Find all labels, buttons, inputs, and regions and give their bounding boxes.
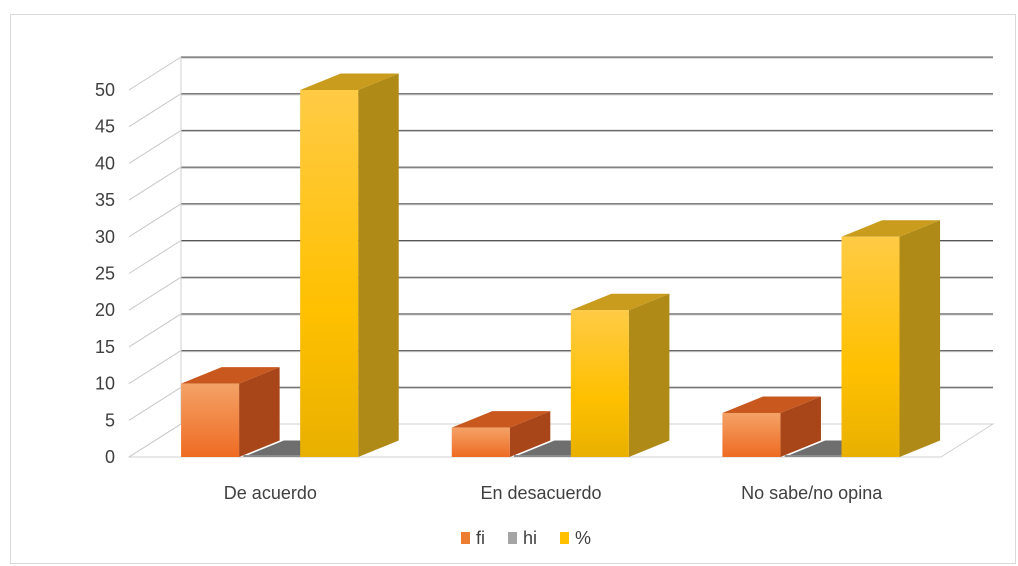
bar-top-%-2 bbox=[841, 220, 941, 237]
x-category-label: De acuerdo bbox=[224, 483, 317, 503]
bar-%-0 bbox=[300, 90, 359, 457]
legend-swatch-0 bbox=[461, 532, 470, 544]
chart-frame: 0 5 10 15 20 25 30 35 40 45 50 De acuerdo En desacu… bbox=[10, 14, 1016, 564]
bar-top-%-0 bbox=[300, 73, 399, 90]
bar-fi-1 bbox=[451, 427, 510, 457]
bar-fi-2 bbox=[722, 412, 781, 457]
y-tick-label: 45 bbox=[95, 117, 115, 137]
bars bbox=[181, 73, 941, 457]
y-tick-label: 0 bbox=[105, 447, 115, 467]
legend-label: hi bbox=[523, 528, 537, 548]
bar-front-hi-2 bbox=[784, 455, 843, 457]
bar-top-fi-2 bbox=[722, 396, 821, 413]
bar-%-1 bbox=[570, 310, 629, 457]
bar-fi-0 bbox=[181, 383, 240, 457]
legend: fi hi% bbox=[461, 528, 591, 548]
legend-label: fi bbox=[476, 528, 485, 548]
y-tick-label: 50 bbox=[95, 80, 115, 100]
y-tick-label: 10 bbox=[95, 374, 115, 394]
gridline-side bbox=[128, 423, 182, 458]
gridline-side bbox=[128, 313, 182, 348]
x-category-label: En desacuerdo bbox=[480, 483, 601, 503]
gridline-side bbox=[128, 56, 182, 91]
bar-side-%-0 bbox=[358, 73, 399, 457]
gridline-side bbox=[128, 203, 182, 238]
bar-top-fi-1 bbox=[451, 411, 551, 428]
bar-side-fi-2 bbox=[780, 396, 821, 457]
gridline-side bbox=[128, 240, 182, 274]
gridline-side bbox=[128, 93, 182, 128]
gridline-side bbox=[128, 276, 182, 311]
bar-%-2 bbox=[841, 236, 900, 457]
gridline-side bbox=[128, 129, 182, 164]
y-tick-label: 40 bbox=[95, 153, 115, 173]
y-tick-label: 25 bbox=[95, 264, 115, 284]
bar-top-%-1 bbox=[570, 293, 670, 311]
y-tick-label: 35 bbox=[95, 190, 115, 210]
bar-side-fi-0 bbox=[239, 367, 280, 457]
bar-front-hi-1 bbox=[514, 455, 572, 457]
gridline-side bbox=[128, 166, 182, 201]
y-tick-label: 30 bbox=[95, 227, 115, 247]
y-tick-label: 5 bbox=[105, 410, 115, 430]
labels: De acuerdo En desacuerdo No sabe/no opina bbox=[224, 483, 883, 503]
bar-chart-3d: 0 5 10 15 20 25 30 35 40 45 50 De acuerdo En desacu… bbox=[95, 56, 995, 548]
axes: 0 5 10 15 20 25 30 35 40 45 50 bbox=[95, 57, 182, 467]
bar-side-%-1 bbox=[628, 293, 670, 457]
y-tick-label: 15 bbox=[95, 337, 115, 357]
legend-label: % bbox=[575, 528, 591, 548]
x-category-label: No sabe/no opina bbox=[741, 483, 883, 503]
bar-side-fi-1 bbox=[509, 411, 551, 457]
gridline-side bbox=[128, 350, 182, 385]
bar-front-hi-0 bbox=[243, 455, 302, 457]
bar-top-fi-0 bbox=[181, 367, 280, 384]
gridline-side bbox=[128, 386, 182, 421]
y-tick-label: 20 bbox=[95, 300, 115, 320]
legend-swatch-1 bbox=[508, 532, 517, 544]
bar-side-%-2 bbox=[899, 220, 941, 457]
legend-swatch-2 bbox=[560, 532, 569, 544]
